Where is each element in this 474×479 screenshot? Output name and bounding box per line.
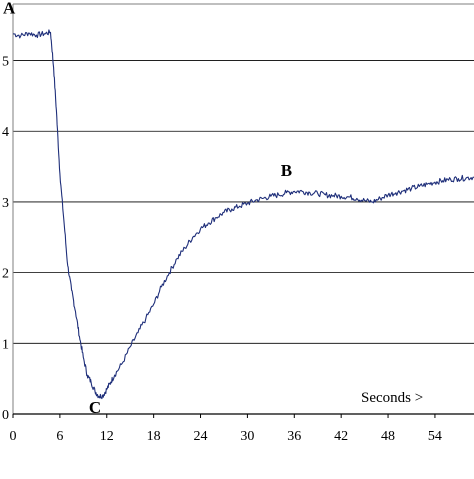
x-tick-label: 36 xyxy=(287,429,301,444)
axes xyxy=(12,3,474,418)
x-tick-label: 18 xyxy=(147,429,161,444)
y-tick-label: 5 xyxy=(2,55,9,70)
x-tick-label: 30 xyxy=(240,429,254,444)
y-tick-label: 1 xyxy=(2,337,9,352)
x-tick-label: 54 xyxy=(428,429,442,444)
y-tick-label: 3 xyxy=(2,196,9,211)
annotation-a: A xyxy=(3,0,16,18)
gridlines xyxy=(13,60,474,344)
x-tick-label: 48 xyxy=(381,429,395,444)
series-line-0 xyxy=(12,29,474,400)
annotation-c: C xyxy=(89,398,101,417)
y-tick-label: 0 xyxy=(2,408,9,423)
x-tick-label: 42 xyxy=(334,429,348,444)
y-tick-label: 4 xyxy=(2,125,9,140)
x-tick-label: 12 xyxy=(100,429,114,444)
y-tick-label: 2 xyxy=(2,267,9,282)
annotation-b: B xyxy=(281,161,292,180)
annotations: A B C xyxy=(3,0,292,417)
x-tick-label: 0 xyxy=(10,429,17,444)
series-layer xyxy=(12,29,474,400)
x-tick-label: 6 xyxy=(56,429,63,444)
x-tick-label: 24 xyxy=(194,429,208,444)
x-units-label: Seconds > xyxy=(361,390,423,406)
